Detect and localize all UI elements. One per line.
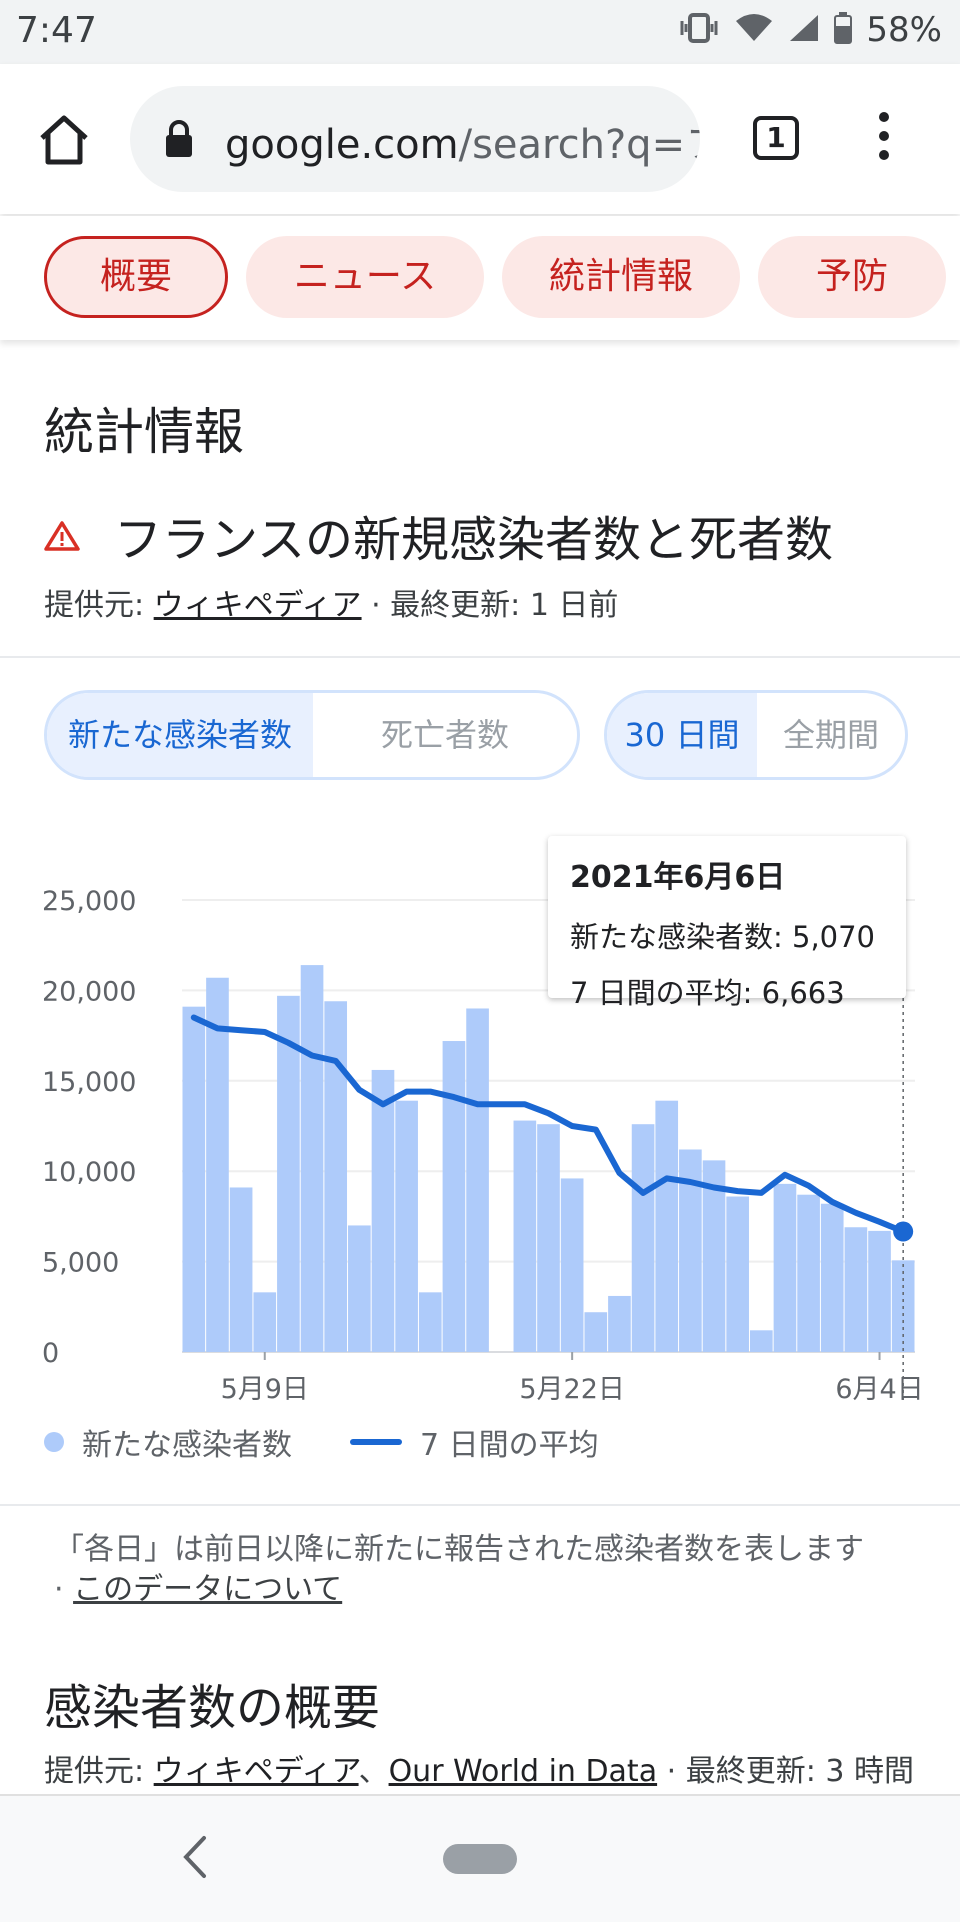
bar [348, 1225, 371, 1352]
summary-source-line: 提供元: ウィキペディア、Our World in Data · 最終更新: 3… [44, 1754, 914, 1789]
tab-switcher-button[interactable]: 1 [753, 116, 799, 160]
bar [206, 977, 229, 1352]
bar [466, 1008, 489, 1352]
url-text: google.com/search?q=フ [225, 122, 700, 168]
back-button[interactable] [180, 1832, 210, 1886]
bar [537, 1124, 560, 1352]
divider [0, 1504, 960, 1506]
bar [395, 1100, 418, 1352]
back-icon [183, 1836, 206, 1878]
y-tick-label: 25,000 [42, 886, 136, 917]
bar [229, 1187, 253, 1352]
selected-point [893, 1221, 914, 1242]
x-tick-label: 6月4日 [835, 1374, 923, 1405]
cases-chart[interactable]: 25,000 20,000 15,000 10,000 5,000 0 5月9日 5月22日 6… [0, 860, 960, 1420]
bar [655, 1100, 679, 1352]
home-icon [40, 115, 88, 165]
vibrate-icon [678, 13, 720, 47]
bar [608, 1295, 631, 1352]
toggle-30-days[interactable]: 30 日間 [607, 693, 757, 777]
overflow-menu-button[interactable] [872, 112, 896, 172]
bar [513, 1120, 537, 1352]
about-data-link[interactable]: このデータについて [73, 1572, 343, 1607]
section-title: 統計情報 [44, 403, 244, 461]
home-pill[interactable] [443, 1844, 517, 1874]
y-tick-label: 0 [42, 1338, 59, 1369]
bar [560, 1178, 584, 1352]
source-link-wikipedia[interactable]: ウィキペディア [153, 588, 362, 623]
chip-news[interactable]: ニュース [246, 236, 484, 318]
bar [584, 1312, 608, 1352]
x-tick-label: 5月9日 [221, 1374, 309, 1405]
url-bar[interactable]: google.com/search?q=フ [130, 86, 700, 192]
legend-line-label: 7 日間の平均 [420, 1428, 599, 1463]
chart-tooltip: 2021年6月6日 新たな感染者数: 5,070 7 日間の平均: 6,663 [548, 836, 906, 1010]
bar [749, 1330, 773, 1352]
toggle-deaths[interactable]: 死亡者数 [380, 716, 509, 754]
metric-toggle: 新たな感染者数 死亡者数 [44, 690, 580, 780]
home-button[interactable] [34, 110, 94, 170]
wifi-icon [734, 13, 774, 47]
battery-percent: 58% [866, 10, 942, 50]
signal-icon [788, 13, 820, 47]
y-tick-label: 5,000 [42, 1248, 119, 1279]
chip-prevention[interactable]: 予防 [758, 236, 946, 318]
bar [773, 1183, 797, 1352]
bar [418, 1292, 442, 1352]
browser-toolbar: google.com/search?q=フ 1 [0, 64, 960, 214]
chart-legend: 新たな感染者数 7 日間の平均 [44, 1420, 599, 1464]
data-footnote: 「各日」は前日以降に新たに報告された感染者数を表します · このデータについて [54, 1532, 864, 1607]
bar [726, 1196, 749, 1352]
battery-icon [834, 12, 853, 48]
bar [253, 1292, 277, 1352]
bar [371, 1069, 395, 1352]
bar [820, 1203, 844, 1352]
y-tick-label: 20,000 [42, 976, 136, 1007]
toggle-new-cases[interactable]: 新たな感染者数 [47, 693, 313, 777]
legend-bar-swatch [44, 1432, 64, 1452]
range-toggle: 30 日間 全期間 [604, 690, 908, 780]
status-time: 7:47 [16, 10, 97, 51]
system-nav-bar [0, 1794, 960, 1922]
bar [679, 1149, 702, 1352]
tooltip-cases: 新たな感染者数: 5,070 [570, 920, 876, 954]
status-bar: 7:47 58% [0, 0, 960, 64]
source-link-owid[interactable]: Our World in Data [388, 1754, 658, 1789]
x-tick-label: 5月22日 [519, 1374, 625, 1405]
tooltip-date: 2021年6月6日 [570, 860, 786, 895]
bar [277, 995, 300, 1352]
warning-icon [44, 520, 80, 556]
bar [182, 1006, 206, 1352]
source-line: 提供元: ウィキペディア · 最終更新: 1 日前 [44, 588, 619, 623]
bar [442, 1041, 466, 1352]
chart-title: フランスの新規感染者数と死者数 [114, 512, 834, 568]
toggle-all-time[interactable]: 全期間 [782, 716, 879, 754]
bar [324, 1001, 348, 1352]
chip-overview[interactable]: 概要 [44, 236, 228, 318]
source-link-wikipedia-2[interactable]: ウィキペディア [153, 1754, 359, 1789]
bar [797, 1194, 820, 1352]
legend-line-swatch [350, 1439, 402, 1445]
y-tick-label: 10,000 [42, 1157, 136, 1188]
bar [300, 965, 324, 1352]
legend-bars-label: 新たな感染者数 [82, 1428, 292, 1463]
bar [868, 1230, 891, 1352]
chip-statistics[interactable]: 統計情報 [502, 236, 740, 318]
y-tick-label: 15,000 [42, 1067, 136, 1098]
bar [702, 1160, 726, 1352]
summary-title: 感染者数の概要 [44, 1680, 381, 1736]
lock-icon [164, 120, 194, 162]
bar [631, 1124, 655, 1352]
tooltip-average: 7 日間の平均: 6,663 [570, 976, 845, 1010]
bar [844, 1227, 868, 1352]
average-line [190, 1014, 907, 1235]
divider [0, 656, 960, 658]
topic-chips: 概要 ニュース 統計情報 予防 [0, 216, 960, 340]
